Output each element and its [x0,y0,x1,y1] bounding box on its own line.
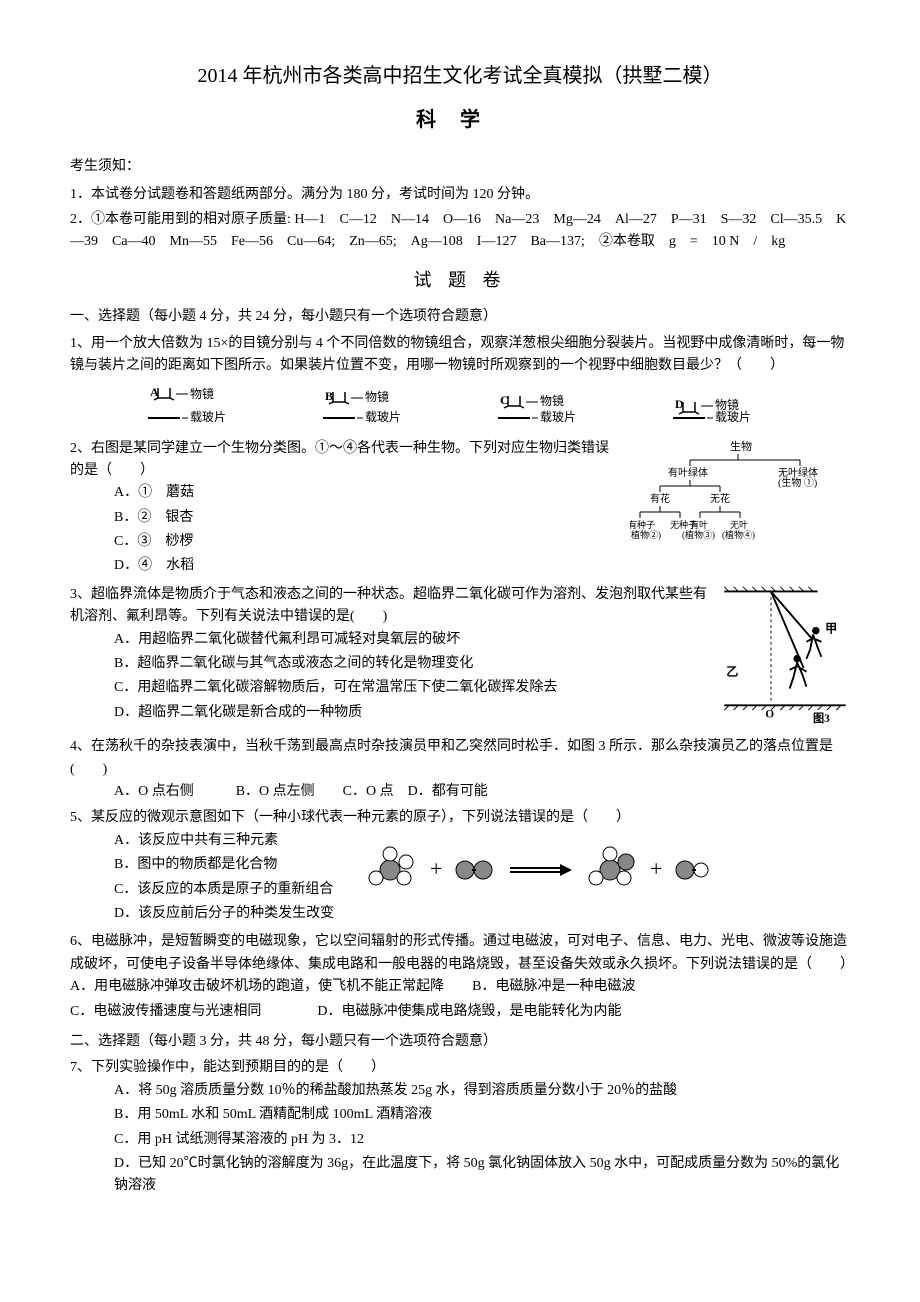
q6-opt-cd: C．电磁波传播速度与光速相同 D．电磁脉冲使集成电路烧毁，是电能转化为内能 [70,1001,850,1023]
title-main: 2014 年杭州市各类高中招生文化考试全真模拟（拱墅二模） [70,60,850,92]
svg-text:C: C [500,393,509,407]
svg-text:有叶绿体: 有叶绿体 [668,466,708,479]
q5-opt-b: B．图中的物质都是化合物 [114,854,350,876]
svg-text:无叶: 无叶 [730,520,748,530]
question-1: 1、用一个放大倍数为 15×的目镜分别与 4 个不同倍数的物镜组合，观察洋葱根尖… [70,333,850,434]
q7-opt-b: B．用 50mL 水和 50mL 酒精配制成 100mL 酒精溶液 [114,1104,850,1126]
svg-text:有种子: 有种子 [630,519,655,530]
q5-opt-a: A．该反应中共有三种元素 [114,830,350,852]
q7-text: 7、下列实验操作中，能达到预期目的的是（ ） [70,1057,850,1079]
svg-text:(植物③): (植物③) [682,529,715,540]
q7-opt-c: C．用 pH 试纸测得某溶液的 pH 为 3．12 [114,1129,850,1151]
title-sub: 科学 [70,104,850,136]
lens-diagram-d: D 物镜 载玻片 [663,386,783,426]
svg-text:(植物④): (植物④) [722,529,755,540]
svg-text:(生物 ①): (生物 ①) [778,476,817,489]
exam-header: 试 题 卷 [70,266,850,295]
q7-opt-a: A．将 50g 溶质质量分数 10％的稀盐酸加热蒸发 25g 水，得到溶质质量分… [114,1080,850,1102]
svg-text:载玻片: 载玻片 [540,410,576,424]
bio-tree-figure: 生物 有叶绿体 无叶绿体 (生物 ①) 有花 无花 有种子 (植物②) 无种子 [630,438,850,555]
q5-opt-d: D．该反应前后分子的种类发生改变 [114,903,350,925]
question-5: 5、某反应的微观示意图如下（一种小球代表一种元素的原子），下列说法错误的是（ ）… [70,807,850,927]
q1-text: 1、用一个放大倍数为 15×的目镜分别与 4 个不同倍数的物镜组合，观察洋葱根尖… [70,333,850,378]
swing-figure: 甲 乙 O 图3 [720,584,850,732]
svg-text:图3: 图3 [813,712,830,724]
svg-text:物镜: 物镜 [365,389,389,404]
svg-text:载玻片: 载玻片 [190,410,226,424]
q7-opt-d: D．已知 20℃时氯化钠的溶解度为 36g，在此温度下，将 50g 氯化钠固体放… [114,1153,850,1198]
svg-text:+: + [430,856,442,881]
q4-text: 4、在荡秋千的杂技表演中，当秋千荡到最高点时杂技演员甲和乙突然同时松手．如图 3… [70,736,850,781]
tree-root: 生物 [730,439,752,453]
svg-text:无花: 无花 [710,492,730,505]
q5-text: 5、某反应的微观示意图如下（一种小球代表一种元素的原子），下列说法错误的是（ ） [70,807,850,829]
svg-text:D: D [675,397,684,411]
question-7: 7、下列实验操作中，能达到预期目的的是（ ） A．将 50g 溶质质量分数 10… [70,1057,850,1197]
lens-diagram-b: B 物镜 载玻片 [313,386,433,426]
notice-item-1: 1．本试卷分试题卷和答题纸两部分。满分为 180 分，考试时间为 120 分钟。 [70,184,850,206]
q4-options: A．O 点右侧 B．O 点左侧 C．O 点 D．都有可能 [70,781,850,803]
svg-text:甲: 甲 [825,621,837,635]
svg-text:物镜: 物镜 [190,386,214,401]
q1-diagrams: A 物镜 载玻片 B 物镜 载玻片 C 物镜 载玻片 D [70,378,850,434]
question-6: 6、电磁脉冲，是短暂瞬变的电磁现象，它以空间辐射的形式传播。通过电磁波，可对电子… [70,931,850,1023]
notice-item-2: 2．①本卷可能用到的相对原子质量: H—1 C—12 N—14 O—16 Na—… [70,209,850,254]
q2-opt-d: D．④ 水稻 [114,555,850,577]
svg-text:有叶: 有叶 [690,519,708,530]
svg-text:载玻片: 载玻片 [365,410,401,424]
question-3: 甲 乙 O 图3 3、超临界流体是物质介于气态和液态之间的一种状态。超临界二氧化… [70,584,850,732]
svg-text:+: + [650,856,662,881]
q5-opt-c: C．该反应的本质是原子的重新组合 [114,879,350,901]
q6-opt-ab: A．用电磁脉冲弹攻击破坏机场的跑道，使飞机不能正常起降 B．电磁脉冲是一种电磁波 [70,976,850,998]
svg-text:O: O [765,708,774,720]
lens-diagram-c: C 物镜 载玻片 [488,386,608,426]
q6-text: 6、电磁脉冲，是短暂瞬变的电磁现象，它以空间辐射的形式传播。通过电磁波，可对电子… [70,931,850,976]
q5-molecule-diagram: + + [350,830,850,908]
section1-title: 一、选择题（每小题 4 分，共 24 分，每小题只有一个选项符合题意） [70,306,850,328]
svg-text:A: A [150,386,159,399]
section2-title: 二、选择题（每小题 3 分，共 48 分，每小题只有一个选项符合题意） [70,1031,850,1053]
svg-text:有花: 有花 [650,492,670,505]
svg-text:物镜: 物镜 [540,393,564,408]
svg-text:乙: 乙 [726,664,738,678]
question-4: 4、在荡秋千的杂技表演中，当秋千荡到最高点时杂技演员甲和乙突然同时松手．如图 3… [70,736,850,803]
notice-header: 考生须知： [70,156,850,178]
question-2: 生物 有叶绿体 无叶绿体 (生物 ①) 有花 无花 有种子 (植物②) 无种子 [70,438,850,580]
svg-text:(植物②): (植物②) [630,529,661,540]
svg-text:载玻片: 载玻片 [715,410,751,424]
lens-diagram-a: A 物镜 载玻片 [138,386,258,426]
svg-text:B: B [325,389,333,403]
